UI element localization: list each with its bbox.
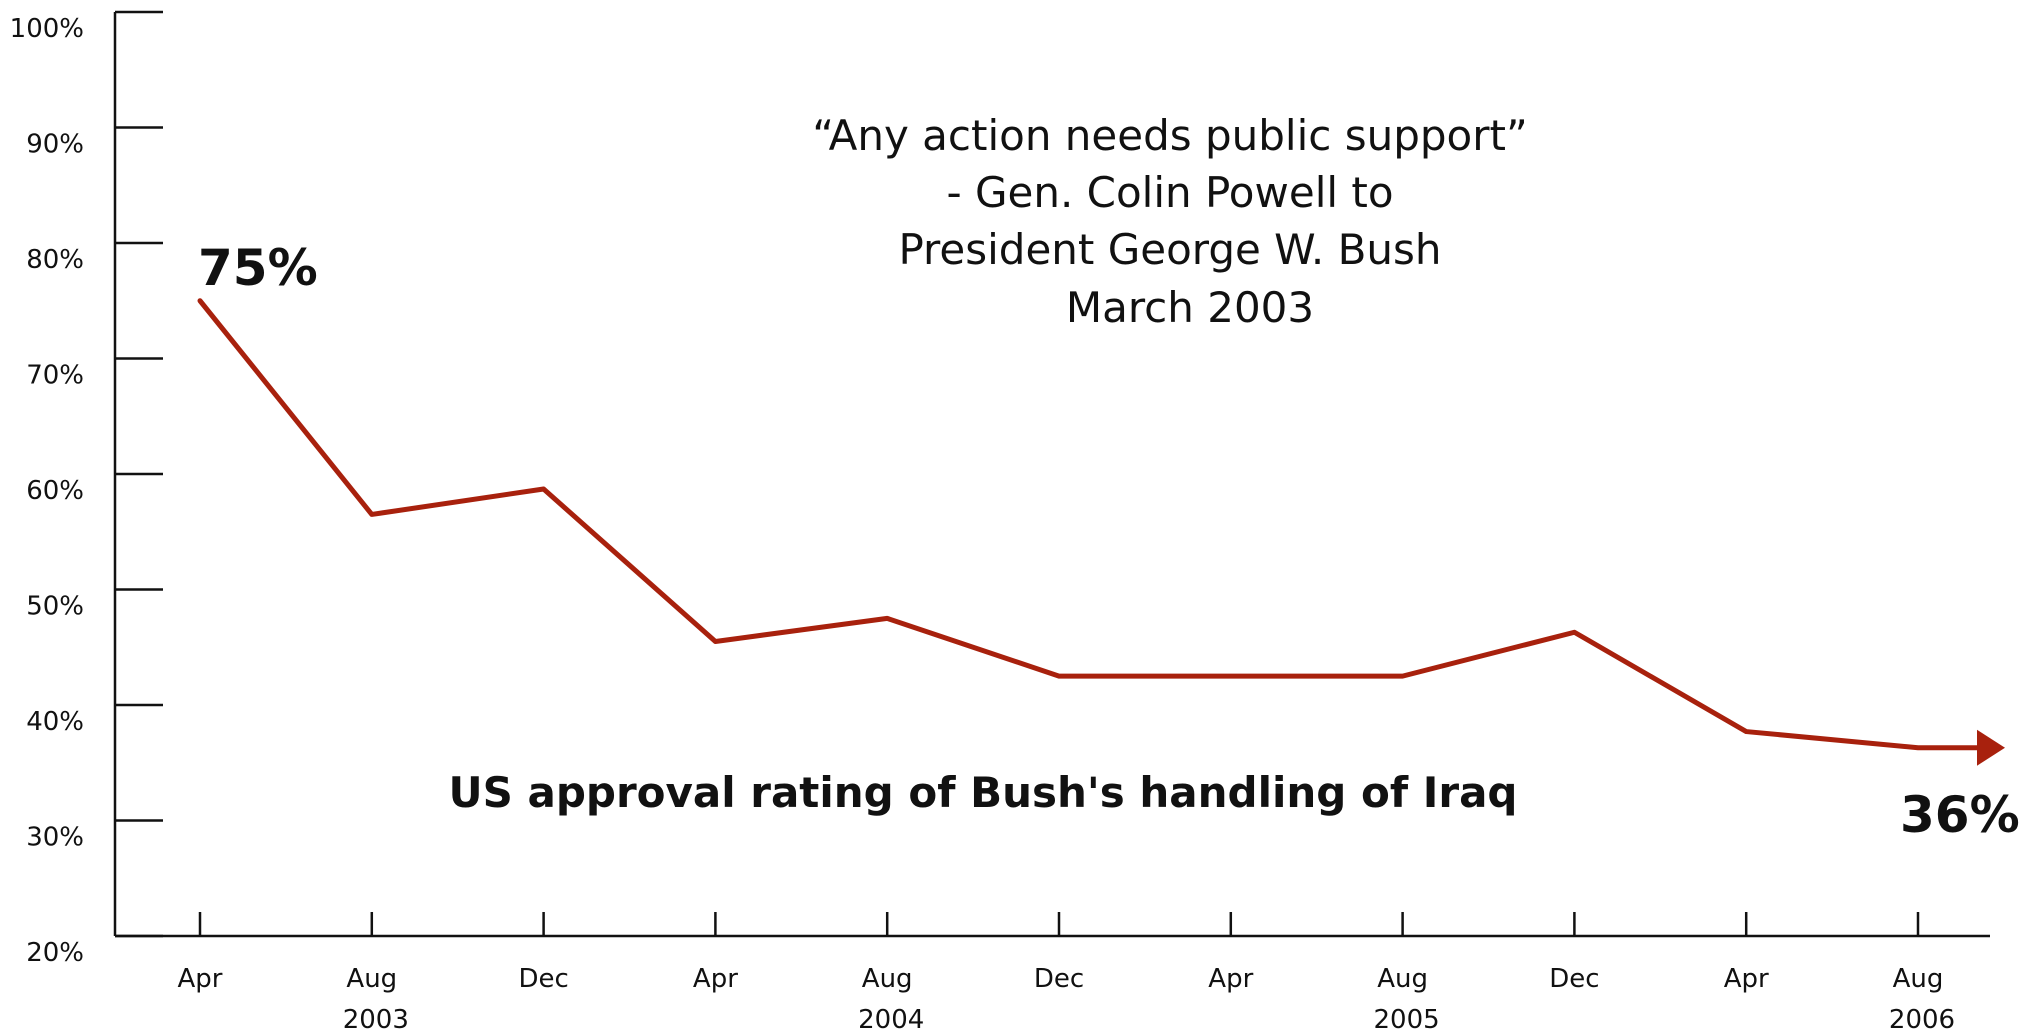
arrow-head: [1977, 729, 2005, 766]
quote-line-2: - Gen. Colin Powell to: [946, 168, 1393, 217]
x-year-label: 2006: [1889, 1005, 1955, 1029]
quote-annotation: “Any action needs public support” - Gen.…: [812, 111, 1527, 332]
y-tick-label: 70%: [26, 361, 84, 391]
x-tick-label: Aug: [862, 964, 913, 994]
x-year-label: 2005: [1374, 1005, 1440, 1029]
y-tick-label: 80%: [26, 245, 84, 275]
x-year-label: 2003: [343, 1005, 409, 1029]
chart-title: US approval rating of Bush's handling of…: [449, 768, 1518, 817]
x-tick-label: Apr: [1208, 964, 1253, 994]
quote-line-3: President George W. Bush: [898, 225, 1441, 274]
x-tick-label: Apr: [178, 964, 223, 994]
x-tick-label: Dec: [1549, 964, 1599, 994]
y-axis-ticks: 20% 30% 40% 50% 60% 70% 80% 90% 100%: [10, 10, 163, 968]
y-tick-label: 100%: [10, 14, 84, 44]
start-value-label: 75%: [198, 239, 318, 297]
series-group: [197, 298, 2005, 766]
y-tick-label: 40%: [26, 707, 84, 737]
y-tick-label: 60%: [26, 476, 84, 506]
x-tick-label: Apr: [693, 964, 738, 994]
x-tick-label: Dec: [518, 964, 568, 994]
y-tick-label: 20%: [26, 938, 84, 968]
quote-line-4: March 2003: [1066, 283, 1314, 332]
quote-line-1: “Any action needs public support”: [812, 111, 1527, 160]
x-tick-label: Aug: [1893, 964, 1944, 994]
y-tick-label: 90%: [26, 130, 84, 160]
x-axis-ticks: Apr Aug Dec Apr Aug Dec Apr Aug Dec Apr Aug 2003 200…: [178, 912, 1955, 1029]
x-tick-label: Dec: [1034, 964, 1084, 994]
x-tick-label: Aug: [1377, 964, 1428, 994]
x-tick-label: Aug: [346, 964, 397, 994]
y-tick-label: 30%: [26, 823, 84, 853]
end-value-label: 36%: [1900, 786, 2020, 844]
x-tick-label: Apr: [1724, 964, 1769, 994]
series-line: [197, 298, 1986, 751]
x-year-label: 2004: [858, 1005, 924, 1029]
y-tick-label: 50%: [26, 592, 84, 622]
